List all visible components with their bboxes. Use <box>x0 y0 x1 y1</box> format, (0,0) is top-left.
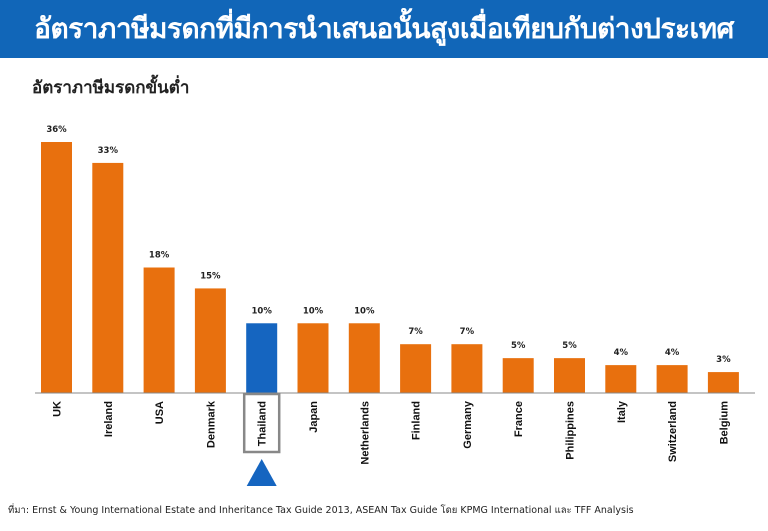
value-label: 10% <box>303 306 324 316</box>
value-label: 7% <box>408 327 423 337</box>
bar-philippines <box>554 358 585 393</box>
bar-belgium <box>707 372 739 393</box>
bar-switzerland <box>656 365 688 393</box>
bar-uk <box>41 142 72 393</box>
value-label: 15% <box>200 271 221 281</box>
value-label: 5% <box>562 341 577 351</box>
chart-title: อัตราภาษีมรดกขั้นต่ำ <box>32 78 190 98</box>
category-label: Japan <box>308 401 320 433</box>
value-label: 10% <box>252 306 273 316</box>
value-label: 33% <box>98 146 119 156</box>
category-label: Philippines <box>565 401 577 460</box>
bar-chart: 36% UK 33% Ireland 18% USA 15% Denmark 10% Thaila… <box>35 125 755 486</box>
bar-thailand <box>246 323 278 393</box>
bar-japan <box>297 323 329 393</box>
category-label: Thailand <box>257 401 269 446</box>
bar-ireland <box>92 162 124 393</box>
value-label: 4% <box>665 348 680 358</box>
category-label: Belgium <box>718 401 730 445</box>
category-label: UK <box>52 401 64 417</box>
category-label: Finland <box>411 401 423 440</box>
category-label: Italy <box>616 400 628 423</box>
value-label: 10% <box>354 306 375 316</box>
category-label: Switzerland <box>667 401 679 462</box>
page-title: อัตราภาษีมรดกที่มีการนำเสนอนั้นสูงเมื่อเ… <box>34 12 734 45</box>
bar-denmark <box>194 288 226 393</box>
bar-netherlands <box>348 323 380 393</box>
source-note: ที่มา: Ernst & Young International Estat… <box>8 505 634 516</box>
category-label: Netherlands <box>359 401 371 465</box>
category-label: France <box>513 401 525 437</box>
value-label: 3% <box>716 355 731 365</box>
value-label: 18% <box>149 251 170 261</box>
category-label: Denmark <box>205 400 217 448</box>
value-label: 7% <box>460 327 475 337</box>
value-label: 5% <box>511 341 526 351</box>
highlight-box <box>242 392 281 454</box>
bar-germany <box>451 344 483 393</box>
bar-usa <box>143 267 175 393</box>
bar-france <box>502 358 534 393</box>
highlight-triangle-icon <box>246 459 277 486</box>
bar-finland <box>400 344 432 393</box>
value-label: 4% <box>614 348 629 358</box>
category-label: Ireland <box>103 401 115 437</box>
category-label: Germany <box>462 400 474 449</box>
category-label: USA <box>154 401 166 424</box>
value-label: 36% <box>46 125 67 135</box>
title-banner: อัตราภาษีมรดกที่มีการนำเสนอนั้นสูงเมื่อเ… <box>0 0 768 58</box>
bar-italy <box>605 365 637 393</box>
